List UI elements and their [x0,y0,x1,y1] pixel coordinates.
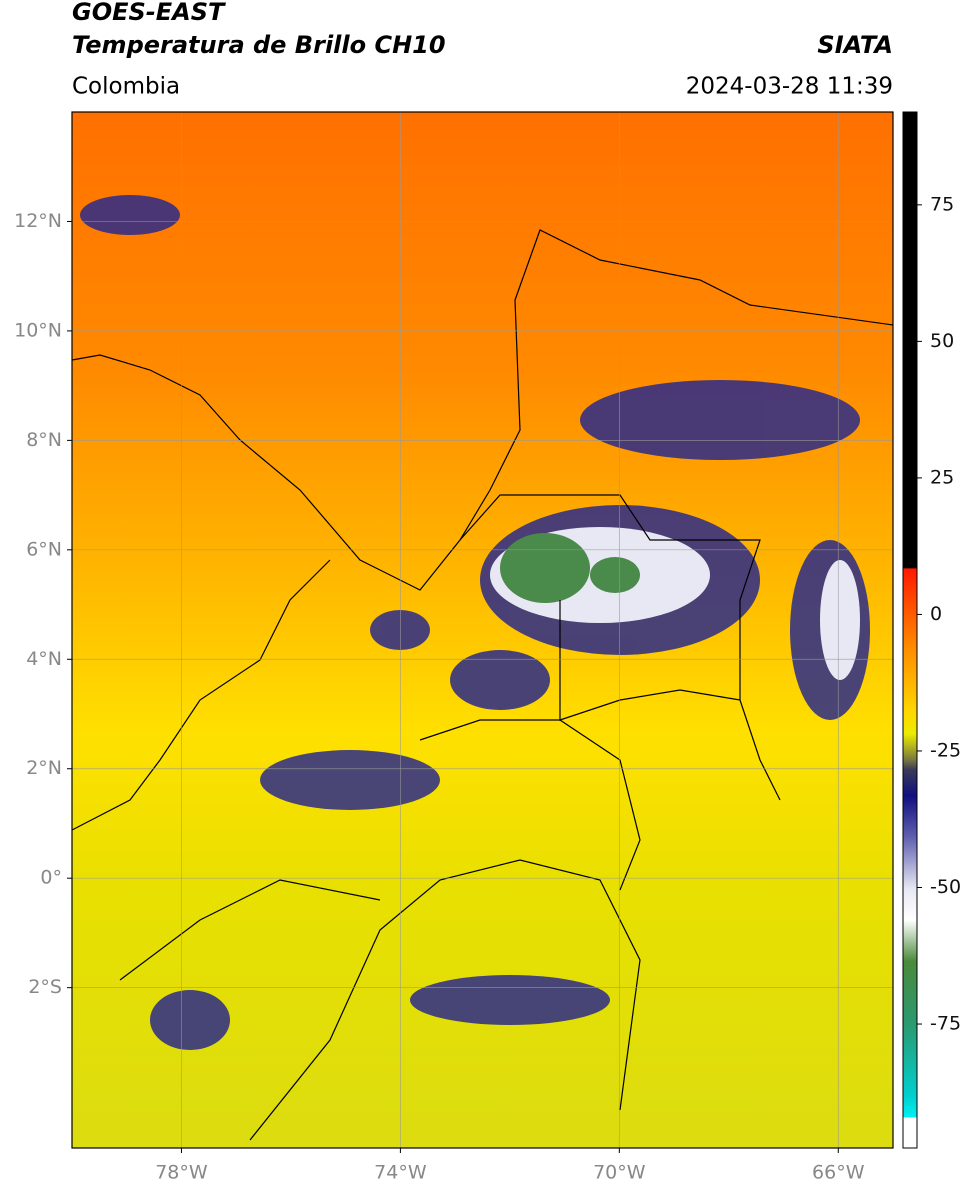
lat-tick-label: 6°N [26,538,62,560]
colorbar-tick-label: 25 [930,466,954,488]
region: Colombia [72,74,180,100]
lat-tick-label: 0° [40,867,62,889]
colorbar-tick-label: -25 [930,739,961,761]
datetime: 2024-03-28 11:39 [686,74,893,100]
colorbar-tick-label: 50 [930,330,954,352]
title: GOES-EAST [72,0,226,26]
lat-tick-label: 2°N [26,757,62,779]
lon-tick-label: 78°W [155,1162,208,1184]
colorbar [902,111,918,1149]
lat-tick-label: 8°N [26,429,62,451]
map-image [72,112,893,1148]
lat-tick-label: 2°S [28,976,62,998]
lon-tick-label: 74°W [374,1162,427,1184]
title: Temperatura de Brillo CH10 [72,31,446,59]
lat-tick-label: 4°N [26,648,62,670]
agency: SIATA [817,31,893,59]
lon-tick-label: 70°W [593,1162,646,1184]
colorbar-tick-label: -75 [930,1013,961,1035]
lon-tick-label: 66°W [812,1162,865,1184]
colorbar-tick-label: 0 [930,603,942,625]
lat-tick-label: 12°N [14,210,62,232]
colorbar-tick-label: -50 [930,876,961,898]
lat-tick-label: 10°N [14,319,62,341]
map-frame [71,111,894,1149]
colorbar-tick-label: 75 [930,193,954,215]
